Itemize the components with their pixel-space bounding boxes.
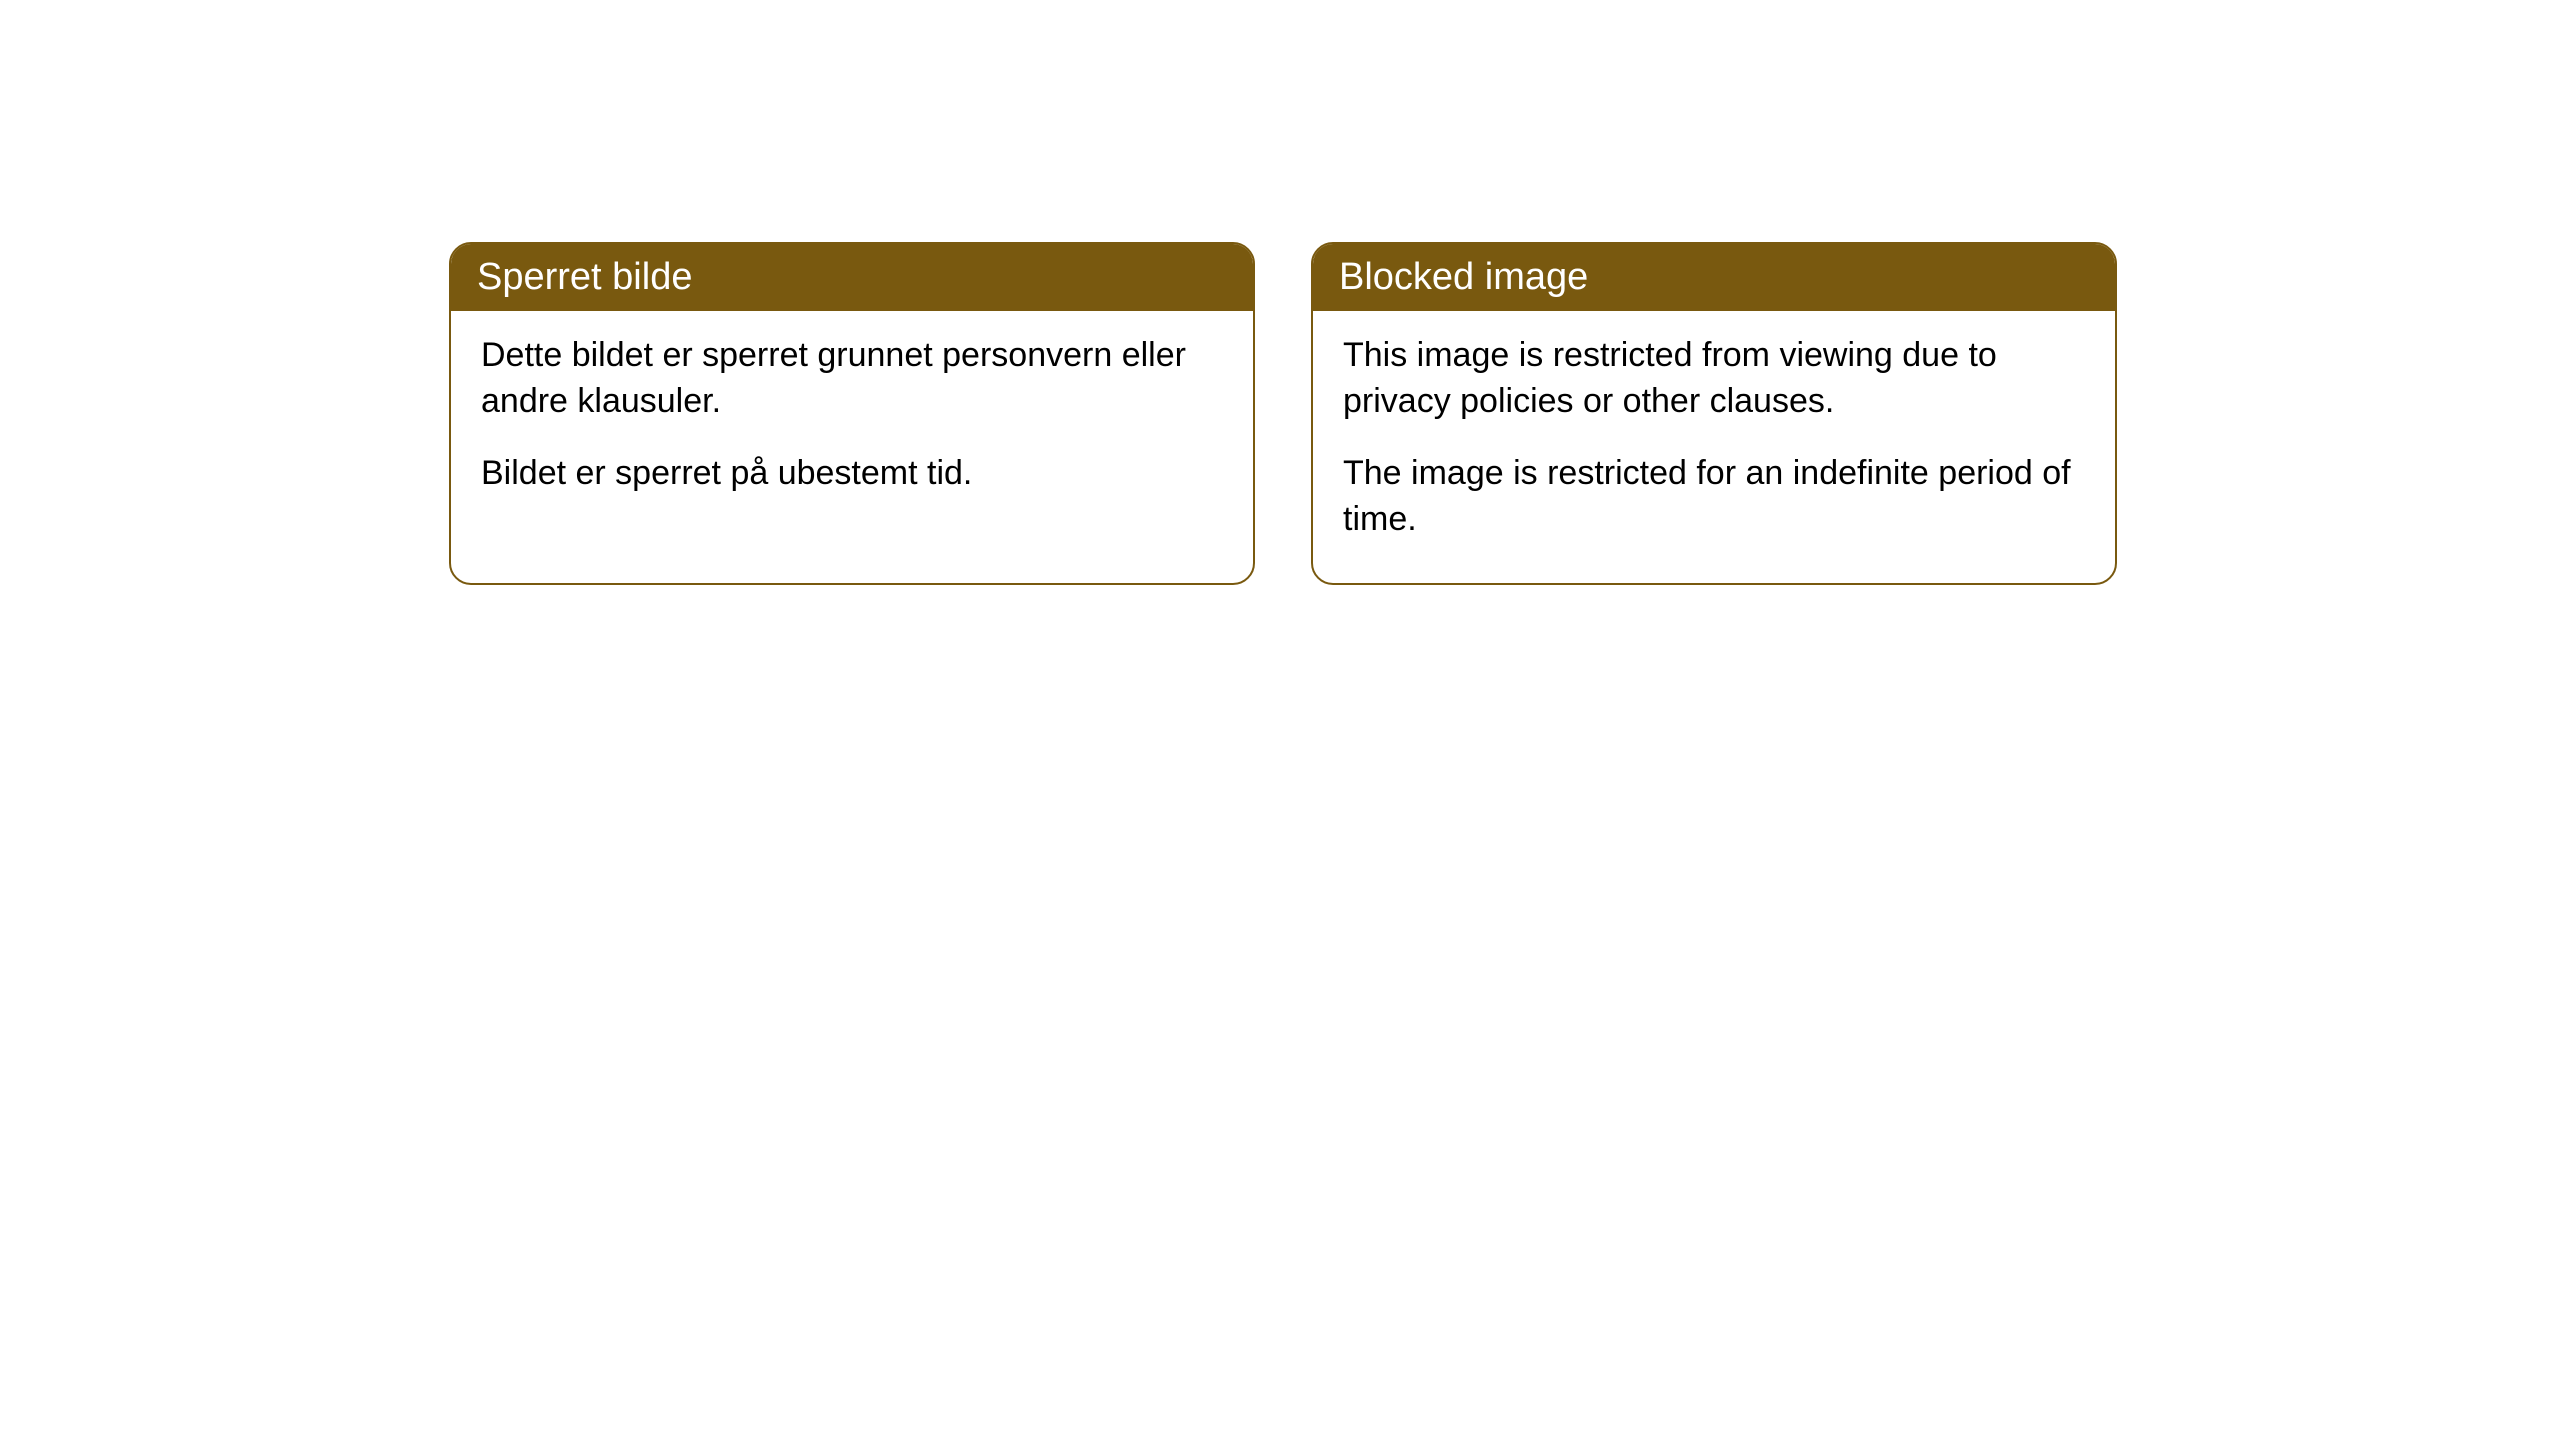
card-header: Sperret bilde — [451, 244, 1253, 311]
notice-cards-container: Sperret bilde Dette bildet er sperret gr… — [449, 242, 2117, 585]
card-header: Blocked image — [1313, 244, 2115, 311]
card-paragraph: This image is restricted from viewing du… — [1343, 333, 2085, 425]
card-title: Blocked image — [1339, 256, 1588, 298]
card-paragraph: Bildet er sperret på ubestemt tid. — [481, 451, 1223, 497]
blocked-image-card-norwegian: Sperret bilde Dette bildet er sperret gr… — [449, 242, 1255, 585]
card-body: This image is restricted from viewing du… — [1313, 311, 2115, 583]
card-paragraph: The image is restricted for an indefinit… — [1343, 451, 2085, 543]
card-body: Dette bildet er sperret grunnet personve… — [451, 311, 1253, 537]
blocked-image-card-english: Blocked image This image is restricted f… — [1311, 242, 2117, 585]
card-title: Sperret bilde — [477, 256, 692, 298]
card-paragraph: Dette bildet er sperret grunnet personve… — [481, 333, 1223, 425]
